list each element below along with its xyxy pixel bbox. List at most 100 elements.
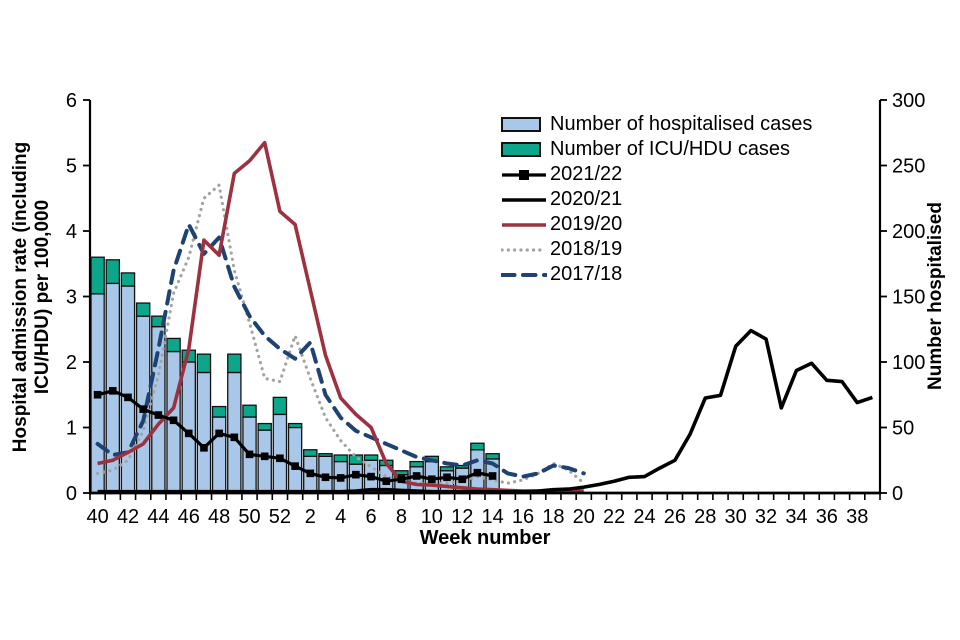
x-tick-label: 48 [208,506,230,528]
bar-icu [303,449,318,457]
legend-marker-season-2018-19 [501,242,547,258]
y-axis-right-title: Number hospitalised [925,202,946,390]
marker-2021-22 [215,429,223,438]
marker-2021-22 [473,468,482,477]
y-left-tick-label: 2 [66,352,77,374]
y-right-tick-label: 250 [892,156,925,178]
marker-2021-22 [108,387,117,395]
bar-icu [348,454,364,465]
legend: Number of hospitalised cases Number of IC… [501,112,812,287]
x-tick-label: 44 [147,506,169,528]
bar-hospitalised [211,416,227,494]
x-tick-label: 22 [603,506,625,528]
x-tick-label: 16 [512,506,534,528]
marker-2021-22 [321,473,330,482]
y-axis-left-title: Hospital admission rate (including ICU/H… [10,77,56,517]
bar-icu [90,256,105,295]
x-tick-label: 52 [269,506,291,528]
y-left-tick-label: 3 [66,287,77,309]
legend-item-season-2021-22: 2021/22 [501,162,812,187]
bar-icu [287,422,303,429]
marker-2021-22 [488,472,497,480]
x-axis-title: Week number [419,527,551,549]
y-right-tick-label: 50 [892,418,914,440]
bar-icu [196,353,212,374]
x-tick-label: 36 [816,506,838,528]
y-left-tick-label: 4 [66,221,77,243]
bar-icu [318,453,333,457]
bar-hospitalised [120,285,136,494]
legend-marker-hospitalised-cases [501,117,547,133]
marker-2021-22 [139,405,147,413]
x-tick-label: 20 [573,506,595,528]
bar-hospitalised [272,413,288,494]
bar-icu [257,422,272,431]
marker-2021-22 [124,393,132,402]
line-2017-18 [95,222,586,479]
bar-icu [166,337,181,353]
marker-2021-22 [184,429,193,438]
legend-label-season-2019-20: 2019/20 [550,213,623,235]
legend-label-season-2021-22: 2021/22 [550,163,623,185]
bar-hospitalised [196,371,212,494]
bar-icu [120,272,136,287]
marker-2021-22 [412,472,421,480]
marker-2021-22 [291,462,299,470]
bar-hospitalised [257,429,272,494]
marker-2021-22 [458,475,467,484]
marker-2021-22 [245,450,254,459]
legend-marker-season-2021-22 [501,167,547,183]
x-tick-label: 40 [86,506,108,528]
bar-hospitalised [287,426,303,494]
y-left-tick-label: 0 [66,483,77,505]
marker-2021-22 [382,477,391,486]
x-tick-label: 12 [451,506,473,528]
marker-2021-22 [260,452,269,461]
marker-2021-22 [93,390,102,399]
bar-icu [105,259,121,285]
marker-2021-22 [443,473,451,482]
bar-icu [485,453,500,460]
y-right-tick-label: 150 [892,287,925,309]
bar-icu [135,302,151,317]
x-tick-label: 2 [305,506,316,528]
marker-2021-22 [428,475,436,484]
y-axis-left-title-line2: ICU/HDU) per 100,000 [32,199,53,395]
x-tick-label: 10 [421,506,443,528]
bar-icu [211,405,227,418]
x-tick-label: 4 [335,506,346,528]
x-tick-label: 26 [664,506,686,528]
bar-icu [454,464,470,469]
y-right-tick-label: 300 [892,90,925,112]
bar-icu [363,454,379,461]
legend-label-season-2020-21: 2020/21 [550,188,623,210]
x-tick-label: 50 [238,506,260,528]
x-tick-label: 42 [117,506,139,528]
y-right-tick-label: 200 [892,221,925,243]
legend-item-season-2017-18: 2017/18 [501,262,812,287]
bar-icu [439,466,455,472]
legend-item-season-2020-21: 2020/21 [501,187,812,212]
y-right-tick-label: 100 [892,352,925,374]
legend-item-hospitalised-cases: Number of hospitalised cases [501,112,812,137]
x-tick-label: 30 [725,506,747,528]
x-tick-label: 24 [633,506,655,528]
bar-icu [272,396,288,416]
x-tick-label: 46 [178,506,200,528]
marker-2021-22 [397,475,406,484]
marker-2021-22 [352,470,360,479]
marker-2021-22 [154,411,163,419]
legend-label-hospitalised-cases: Number of hospitalised cases [550,113,813,135]
y-left-tick-label: 1 [66,418,77,440]
legend-marker-season-2019-20 [501,217,547,233]
marker-2021-22 [306,469,315,478]
bar-icu [242,404,257,418]
legend-label-season-2018-19: 2018/19 [550,238,623,260]
bar-hospitalised [227,371,242,494]
x-tick-label: 28 [694,506,716,528]
bar-icu [227,353,242,374]
legend-item-season-2018-19: 2018/19 [501,237,812,262]
marker-2021-22 [336,474,345,482]
marker-2021-22 [230,433,239,442]
marker-2021-22 [367,472,375,481]
